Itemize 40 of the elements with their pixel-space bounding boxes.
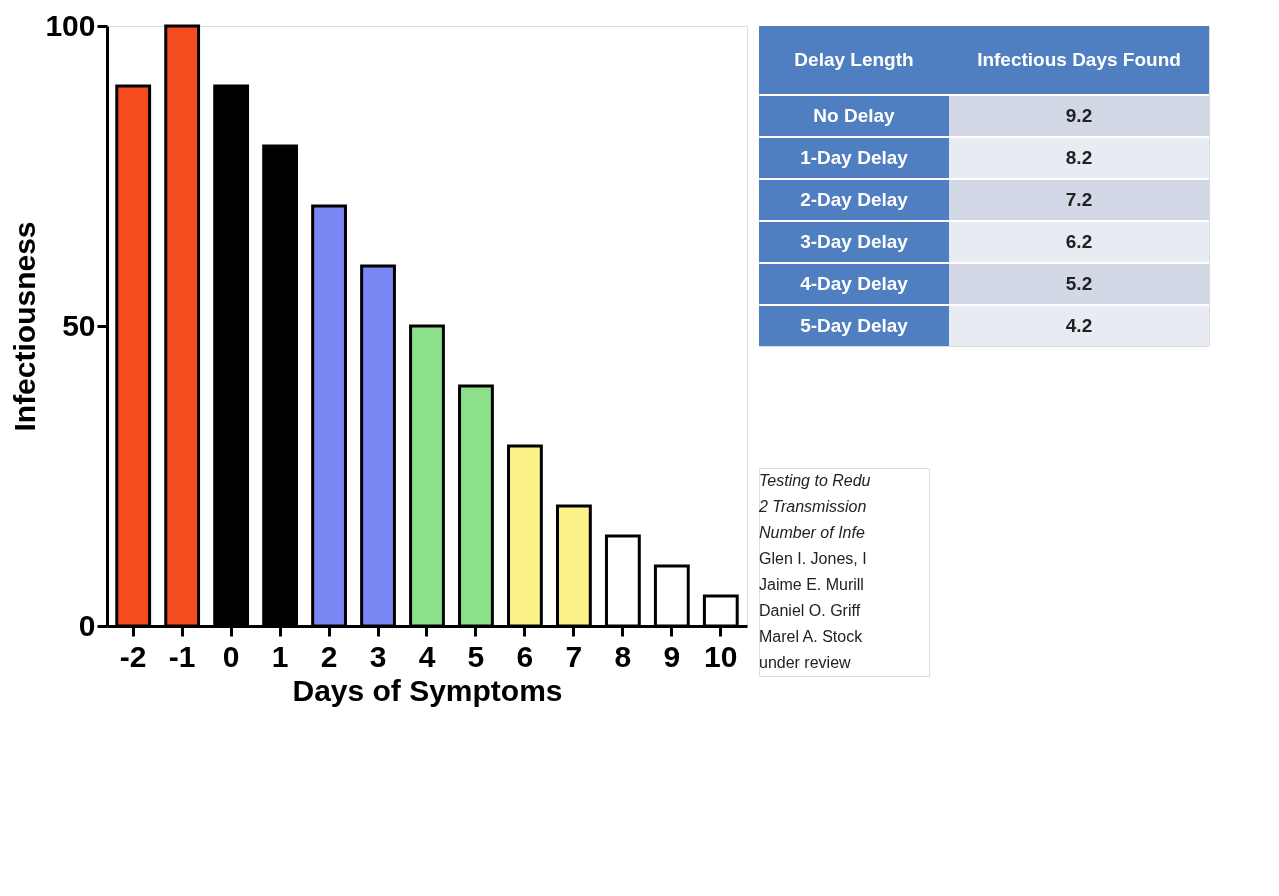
x-tick-label: 1 [271,639,289,673]
x-tick-label: 9 [663,639,681,673]
text: Testing to Redu [759,472,871,489]
text: Infectious Days Found [977,49,1181,70]
x-axis-title: Days of Symptoms [292,673,563,707]
y-tick-label: 100 [45,8,96,42]
text: Glen I. Jones, I [759,550,867,567]
text: 4-Day Delay [800,273,909,294]
text: 5.2 [1065,273,1093,294]
text: Daniel O. Griff [759,602,861,619]
x-tick-label: -2 [119,639,147,673]
x-tick-label: 5 [467,639,485,673]
text: 8.2 [1065,147,1093,168]
y-axis-title: Infectiousness [8,221,42,432]
x-tick-label: 2 [320,639,338,673]
x-tick-label: 7 [565,639,583,673]
text: 3-Day Delay [800,231,909,252]
text: Number of Infe [759,524,865,541]
text: No Delay [813,105,896,126]
text: Jaime E. Murill [759,576,864,593]
text: 6.2 [1065,231,1093,252]
text: 4.2 [1065,315,1093,336]
y-tick-label: 50 [62,308,96,342]
x-tick-label: 8 [614,639,632,673]
y-tick-label: 0 [78,608,96,642]
x-tick-label: 4 [418,639,436,673]
text: 2-Day Delay [800,189,909,210]
text: 1-Day Delay [800,147,909,168]
x-tick-label: -1 [168,639,196,673]
text: under review [759,654,852,671]
text: 2 Transmission [758,498,867,515]
text: 5-Day Delay [800,315,909,336]
x-tick-label: 0 [222,639,240,673]
x-tick-label: 3 [369,639,387,673]
text: 9.2 [1065,105,1093,126]
text: 7.2 [1065,189,1093,210]
text: Marel A. Stock [759,628,864,645]
text: Delay Length [794,49,914,70]
x-tick-label: 10 [704,639,738,673]
x-tick-label: 6 [516,639,534,673]
